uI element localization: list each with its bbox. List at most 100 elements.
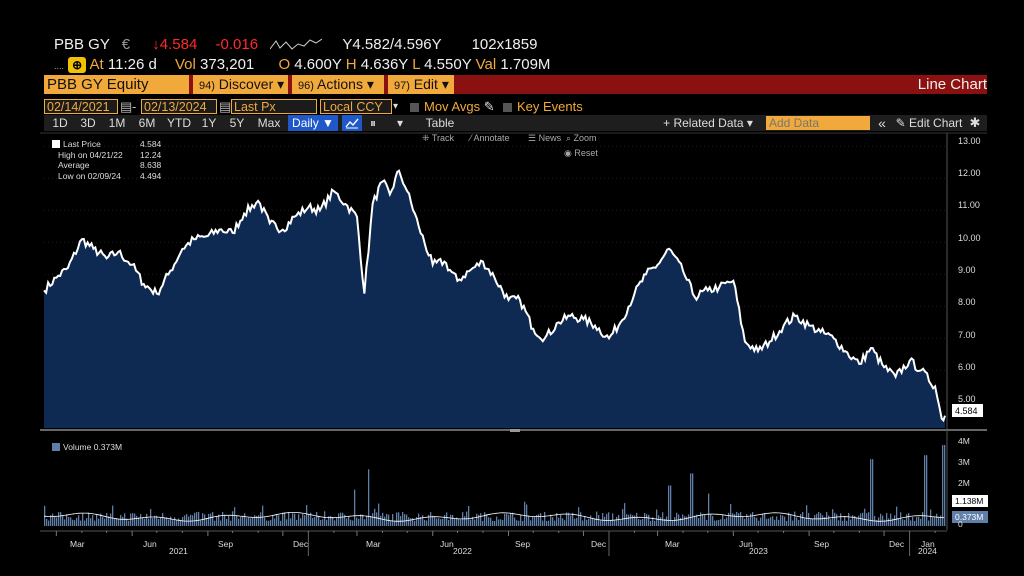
volume-bar	[672, 520, 674, 526]
volume-bar	[660, 517, 662, 526]
year-label: 2021	[169, 546, 188, 556]
end-date-input[interactable]: 02/13/2024	[141, 99, 217, 114]
volume-bar	[338, 513, 340, 526]
range-1d[interactable]: 1D	[52, 116, 68, 130]
edit-chart-button[interactable]: ✎ Edit Chart	[895, 116, 963, 130]
gear-icon[interactable]: ✱	[969, 115, 981, 130]
collapse-icon[interactable]: «	[878, 115, 886, 131]
pencil-icon[interactable]: ✎	[483, 99, 495, 114]
actions-num: 96)	[298, 80, 314, 92]
x-tick-label: Jun	[440, 539, 454, 549]
volume-bar	[932, 516, 934, 526]
start-date-input[interactable]: 02/14/2021	[44, 99, 118, 114]
volume-bar	[142, 517, 144, 526]
volume-bar	[738, 513, 740, 526]
market-icon[interactable]: ⊕	[68, 57, 87, 73]
volume-bar	[746, 514, 748, 526]
discover-num: 94)	[199, 80, 215, 92]
volume-bar	[218, 514, 220, 526]
x-tick-label: Mar	[665, 539, 680, 549]
volume-bar	[916, 517, 918, 526]
volume-bar	[856, 518, 858, 526]
y-tick-label: 6.00	[958, 362, 976, 372]
volume-bar	[454, 518, 456, 526]
zoom-tool[interactable]: ⌕ Zoom	[566, 133, 597, 143]
volume-bar	[174, 517, 176, 526]
volume-bar	[892, 518, 894, 526]
add-data-input[interactable]	[766, 116, 870, 130]
volume-bar	[86, 518, 88, 526]
table-button[interactable]: Table	[425, 116, 455, 130]
volume-bar	[340, 512, 342, 526]
volume-bar	[314, 517, 316, 526]
volume-bar	[206, 518, 208, 526]
volume-last-tag: 0.373M	[955, 512, 984, 522]
legend-high-label: High on 04/21/22	[58, 149, 123, 160]
chevron-down-icon[interactable]: ▾	[396, 116, 404, 130]
legend-checkbox-icon[interactable]	[52, 140, 60, 148]
volume-bar	[198, 511, 200, 526]
currency-select[interactable]: Local CCY	[320, 99, 392, 114]
range-5y[interactable]: 5Y	[229, 116, 245, 130]
price-field-select[interactable]: Last Px	[231, 99, 317, 114]
bar-chart-icon[interactable]: ⏸	[369, 116, 376, 130]
volume-bar	[544, 512, 546, 526]
frequency-select[interactable]: Daily ▼	[288, 115, 338, 131]
volume-bar	[784, 516, 786, 526]
volume-bar	[830, 519, 832, 526]
volume-bar	[816, 513, 818, 526]
key-events-toggle[interactable]: Key Events	[503, 99, 583, 115]
last-price: 4.584	[159, 36, 198, 53]
security-field[interactable]: PBB GY Equity	[44, 75, 189, 94]
range-3d[interactable]: 3D	[80, 116, 96, 130]
volume-bar	[522, 520, 524, 526]
news-tool[interactable]: ☰ News	[528, 133, 562, 143]
volume-bar	[114, 518, 116, 526]
mov-avgs-toggle[interactable]: Mov Avgs ✎	[410, 99, 495, 115]
volume-bar	[922, 512, 924, 526]
range-1m[interactable]: 1M	[108, 116, 126, 130]
discover-menu[interactable]: 94) Discover ▾	[193, 75, 288, 94]
discover-label: Discover	[218, 76, 274, 92]
volume-bar	[526, 504, 528, 526]
chevron-down-icon[interactable]: ▾	[393, 101, 399, 112]
volume-bar	[552, 517, 554, 526]
volume-bar	[172, 520, 174, 526]
track-tool[interactable]: ⁜ Track	[422, 133, 455, 143]
volume-bar	[476, 513, 478, 526]
volume-bar	[576, 517, 578, 526]
legend-average-label: Average	[58, 160, 140, 171]
volume-bar	[48, 520, 50, 526]
volume-bar	[794, 511, 796, 526]
reset-tool[interactable]: ◉ Reset	[564, 148, 598, 158]
volume-bar	[520, 514, 522, 526]
calendar-icon[interactable]: ▤	[120, 99, 133, 114]
range-6m[interactable]: 6M	[138, 116, 156, 130]
range-ytd[interactable]: YTD	[167, 116, 191, 130]
edit-menu[interactable]: 97) Edit ▾	[388, 75, 454, 94]
volume-bar	[762, 513, 764, 526]
volume-bar	[72, 519, 74, 526]
volume-bar	[898, 519, 900, 526]
annotate-tool[interactable]: ⁄ Annotate	[470, 133, 510, 143]
volume-bar	[326, 519, 328, 526]
volume-bar	[222, 512, 224, 526]
range-max[interactable]: Max	[257, 116, 281, 130]
volume-bar	[430, 512, 432, 526]
volume-bar	[140, 514, 142, 526]
calendar-icon[interactable]: ▤	[219, 99, 232, 114]
volume-bar	[394, 520, 396, 526]
volume-bar	[780, 514, 782, 526]
line-chart-icon[interactable]	[342, 115, 362, 131]
related-data-button[interactable]: + Related Data ▾	[663, 116, 753, 130]
volume-bar	[810, 518, 812, 526]
volume-bar	[754, 516, 756, 526]
volume-tick-label: 3M	[958, 457, 970, 467]
range-1y[interactable]: 1Y	[201, 116, 217, 130]
actions-menu[interactable]: 96) Actions ▾	[292, 75, 384, 94]
volume-bar	[732, 513, 734, 526]
volume-bar	[884, 519, 886, 526]
volume-bar	[176, 520, 178, 526]
divider-handle[interactable]	[510, 429, 520, 432]
